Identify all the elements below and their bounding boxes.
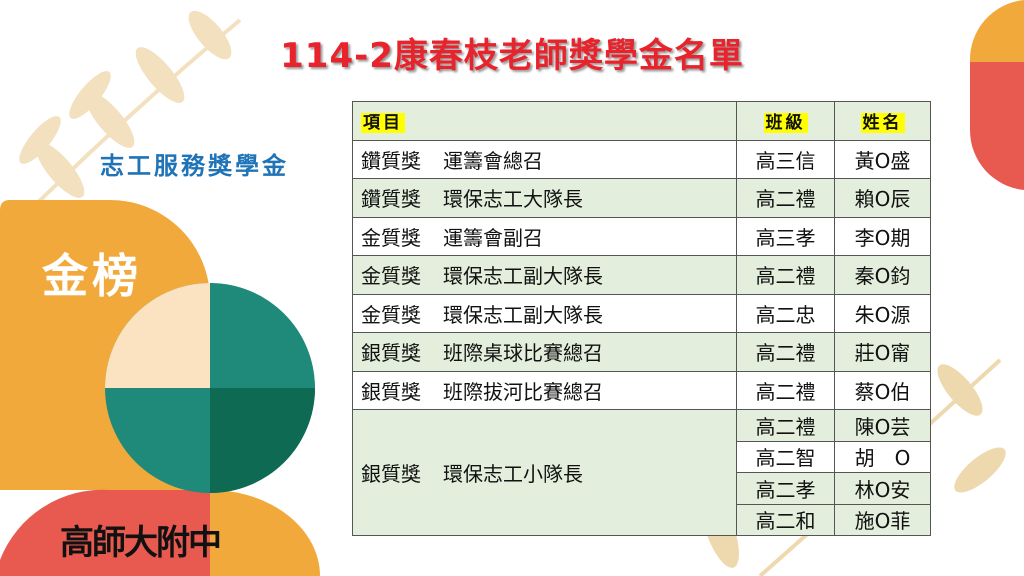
- cream-lens: [105, 283, 210, 388]
- award-level: 銀質獎: [361, 341, 421, 366]
- award-level: 鑽質獎: [361, 148, 421, 173]
- header-item: 項目: [361, 113, 405, 134]
- name-cell: 林O安: [834, 472, 931, 505]
- orange-quarter: [210, 490, 320, 576]
- name-cell: 陳O芸: [834, 409, 931, 442]
- leaf-branch-icon: [8, 10, 242, 232]
- class-cell: 高二智: [736, 440, 835, 473]
- class-cell: 高二禮: [736, 255, 835, 295]
- award-level: 金質獎: [361, 264, 421, 289]
- header-name: 姓名: [860, 113, 905, 134]
- name-cell: 蔡O伯: [834, 370, 931, 410]
- class-cell: 高二禮: [736, 409, 835, 442]
- name-cell: 朱O源: [834, 293, 931, 333]
- table-row: 銀質獎 班際拔河比賽總召 高二禮 蔡O伯: [352, 370, 931, 410]
- role: 運籌會總召: [443, 148, 543, 173]
- page-title: 114-2康春枝老師獎學金名單: [280, 36, 744, 76]
- table-row: 金質獎 環保志工副大隊長 高二禮 秦O鈞: [352, 255, 931, 295]
- table-row: 高二孝 林O安: [353, 472, 931, 505]
- table-row: 高二和 施O菲: [353, 503, 931, 536]
- table-header: 項目 班級 姓名: [352, 101, 931, 141]
- class-cell: 高二孝: [736, 472, 835, 505]
- class-cell: 高二禮: [736, 178, 835, 218]
- role: 班際桌球比賽總召: [443, 341, 603, 366]
- award-level: 金質獎: [361, 225, 421, 250]
- award-level: 鑽質獎: [361, 187, 421, 212]
- table-row: 金質獎 運籌會副召 高三孝 李O期: [352, 216, 931, 256]
- name-cell: 施O菲: [834, 503, 931, 536]
- name-cell: 秦O鈞: [834, 255, 931, 295]
- class-cell: 高二禮: [736, 332, 835, 372]
- table-row: 鑽質獎 運籌會總召 高三信 黃O盛: [352, 139, 931, 179]
- class-cell: 高二忠: [736, 293, 835, 333]
- class-cell: 高三信: [736, 139, 835, 179]
- class-cell: 高二和: [736, 503, 835, 536]
- subtitle: 志工服務獎學金: [100, 152, 289, 180]
- award-level: 金質獎: [361, 302, 421, 327]
- role: 環保志工副大隊長: [443, 302, 603, 327]
- right-coral-shape: [969, 62, 1024, 190]
- name-cell: 賴O辰: [834, 178, 931, 218]
- right-orange-shape: [969, 0, 1024, 62]
- name-cell: 黃O盛: [834, 139, 931, 179]
- award-level: 銀質獎: [361, 462, 421, 486]
- class-cell: 高二禮: [736, 370, 835, 410]
- table-row: 銀質獎 環保志工小隊長 高二禮 陳O芸: [352, 409, 931, 536]
- gold-list-badge: 金榜: [42, 249, 142, 303]
- role: 運籌會副召: [443, 225, 543, 250]
- scholarship-table: 項目 班級 姓名 鑽質獎 運籌會總召 高三信 黃O盛 鑽質獎 環保志工大隊長 高二禮 …: [352, 101, 931, 536]
- name-cell: 莊O甯: [834, 332, 931, 372]
- role: 環保志工大隊長: [443, 187, 583, 212]
- darkgreen-quarter: [210, 388, 315, 493]
- header-class: 班級: [763, 113, 808, 134]
- role: 班際拔河比賽總召: [443, 379, 603, 404]
- role: 環保志工小隊長: [443, 462, 583, 486]
- award-level: 銀質獎: [361, 379, 421, 404]
- name-cell: 李O期: [834, 216, 931, 256]
- coral-shape: [0, 489, 210, 576]
- role: 環保志工副大隊長: [443, 264, 603, 289]
- school-logo: 高師大附中: [60, 523, 222, 563]
- table-row: 鑽質獎 環保志工大隊長 高二禮 賴O辰: [352, 178, 931, 218]
- name-cell: 胡 O: [834, 440, 931, 473]
- table-row: 金質獎 環保志工副大隊長 高二忠 朱O源: [352, 293, 931, 333]
- table-row: 銀質獎 班際桌球比賽總召 高二禮 莊O甯: [352, 332, 931, 372]
- class-cell: 高三孝: [736, 216, 835, 256]
